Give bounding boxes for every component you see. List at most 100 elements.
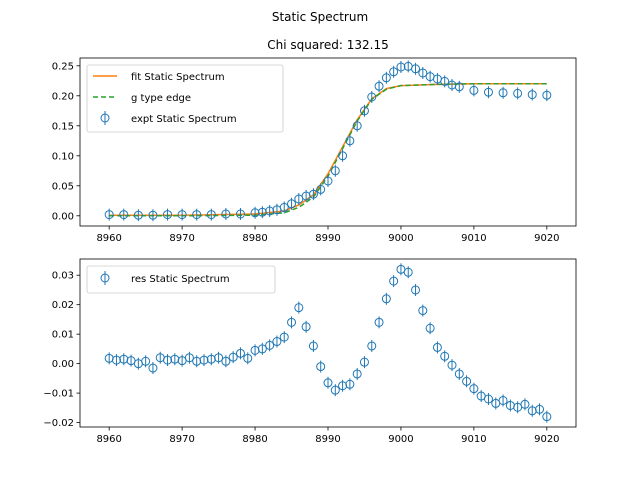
top-x-tick-label: 8980 bbox=[242, 233, 267, 244]
top-data-point bbox=[206, 208, 216, 221]
top-point-marker bbox=[279, 202, 289, 212]
bottom-point-marker bbox=[221, 356, 231, 366]
bottom-panel: 8960 8970 8980 8990 9000 9010 9020 −0.02 −0.01 0.… bbox=[43, 258, 577, 445]
bottom-data-point bbox=[316, 360, 326, 373]
bottom-point-marker bbox=[498, 395, 508, 405]
bottom-data-point bbox=[308, 339, 318, 352]
top-x-tick-label: 8990 bbox=[315, 233, 340, 244]
legend-swatch-expt bbox=[100, 111, 110, 125]
top-point-marker bbox=[265, 206, 275, 216]
bottom-point-marker bbox=[294, 303, 304, 313]
top-point-marker bbox=[308, 189, 318, 199]
bottom-point-marker bbox=[206, 354, 216, 364]
top-point-marker bbox=[221, 209, 231, 219]
top-point-marker bbox=[148, 210, 158, 220]
top-data-point bbox=[250, 206, 260, 219]
bottom-data-point bbox=[323, 376, 333, 389]
bottom-point-marker bbox=[170, 354, 180, 364]
bottom-point-marker bbox=[425, 323, 435, 333]
bottom-y-tick-label: 0.00 bbox=[52, 359, 74, 370]
bottom-data-point bbox=[294, 301, 304, 314]
bottom-point-marker bbox=[440, 351, 450, 361]
bottom-data-point bbox=[228, 351, 238, 364]
top-data-point bbox=[440, 75, 450, 88]
top-x-tick-label: 9020 bbox=[534, 233, 559, 244]
top-data-point bbox=[396, 61, 406, 73]
bottom-data-point bbox=[352, 367, 362, 380]
bottom-point-marker bbox=[111, 355, 121, 365]
top-data-point bbox=[352, 119, 362, 132]
bottom-point-marker bbox=[454, 369, 464, 379]
top-data-point bbox=[104, 208, 114, 221]
bottom-point-marker bbox=[141, 356, 151, 366]
bottom-point-marker bbox=[163, 355, 173, 365]
bottom-data-point bbox=[148, 362, 158, 375]
top-point-marker bbox=[330, 166, 340, 176]
bottom-point-marker bbox=[192, 356, 202, 366]
bottom-point-marker bbox=[418, 306, 428, 316]
top-legend-box bbox=[86, 64, 284, 133]
legend-swatch-res bbox=[100, 271, 110, 285]
bottom-data-point bbox=[257, 342, 267, 355]
bottom-data-point bbox=[403, 266, 413, 279]
bottom-point-marker bbox=[527, 406, 537, 416]
bottom-point-marker bbox=[235, 348, 245, 358]
bottom-x-tick-label: 9000 bbox=[388, 434, 413, 445]
top-data-point bbox=[338, 149, 348, 162]
bottom-x-tick-label: 9020 bbox=[534, 434, 559, 445]
bottom-data-point bbox=[447, 359, 457, 372]
top-data-point bbox=[148, 209, 158, 222]
top-point-marker bbox=[250, 208, 260, 218]
top-point-marker bbox=[389, 67, 399, 77]
top-data-point bbox=[381, 71, 391, 84]
top-point-marker bbox=[454, 82, 464, 92]
top-point-marker bbox=[374, 81, 384, 91]
top-point-marker bbox=[316, 184, 326, 194]
top-y-tick-label: 0.10 bbox=[52, 151, 74, 162]
top-point-marker bbox=[104, 210, 114, 220]
bottom-data-point bbox=[462, 375, 472, 388]
bottom-data-point bbox=[243, 352, 253, 365]
edge-line bbox=[109, 83, 547, 217]
bottom-x-tick-label: 8970 bbox=[169, 434, 194, 445]
top-x-tick-label: 8970 bbox=[169, 233, 194, 244]
bottom-point-marker bbox=[287, 317, 297, 327]
top-data-point bbox=[287, 197, 297, 210]
top-y-tick-label: 0.20 bbox=[52, 91, 74, 102]
bottom-point-marker bbox=[389, 276, 399, 286]
top-point-marker bbox=[192, 210, 202, 220]
top-point-marker bbox=[440, 76, 450, 86]
bottom-point-marker bbox=[308, 341, 318, 351]
bottom-data-point bbox=[359, 356, 369, 369]
top-point-marker bbox=[483, 87, 493, 97]
top-point-marker bbox=[418, 68, 428, 78]
bottom-data-point bbox=[272, 335, 282, 348]
top-panel: Chi squared: 132.15 8960 8970 8980 8990 9000… bbox=[52, 38, 577, 244]
top-data-point bbox=[374, 80, 384, 93]
top-point-marker bbox=[206, 210, 216, 220]
top-data-point bbox=[418, 67, 428, 79]
top-data-point bbox=[163, 208, 173, 221]
top-x-tick-label: 9000 bbox=[388, 233, 413, 244]
top-point-marker bbox=[352, 121, 362, 131]
top-data-point bbox=[192, 208, 202, 221]
bottom-point-marker bbox=[469, 384, 479, 394]
bottom-point-marker bbox=[520, 399, 530, 409]
bottom-data-point bbox=[498, 394, 508, 407]
legend-swatch-res-marker bbox=[100, 273, 110, 283]
bottom-point-marker bbox=[228, 352, 238, 362]
top-data-point bbox=[454, 80, 464, 93]
top-point-marker bbox=[177, 210, 187, 220]
bottom-point-marker bbox=[243, 353, 253, 363]
bottom-y-tick-label: 0.02 bbox=[52, 300, 74, 311]
legend-label-res: res Static Spectrum bbox=[131, 274, 230, 285]
bottom-data-point bbox=[199, 354, 209, 367]
top-x-tick-label: 8960 bbox=[96, 233, 121, 244]
bottom-data-point bbox=[345, 378, 355, 391]
top-panel-title: Chi squared: 132.15 bbox=[267, 38, 388, 52]
bottom-data-point bbox=[119, 353, 129, 366]
bottom-point-marker bbox=[367, 341, 377, 351]
bottom-data-point bbox=[184, 351, 194, 364]
bottom-panel-legend: res Static Spectrum bbox=[86, 265, 276, 294]
